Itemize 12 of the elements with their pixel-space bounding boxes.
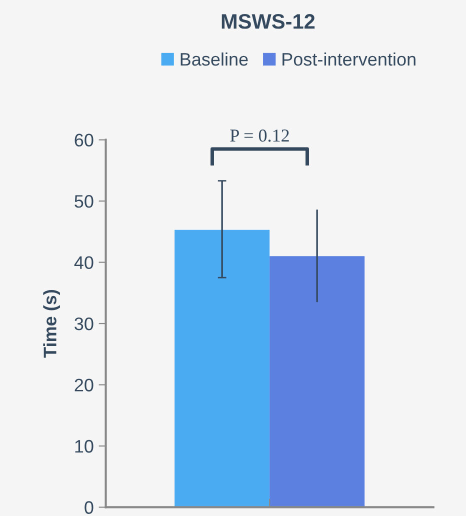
y-tick-label: 40 (74, 256, 94, 270)
y-tick-label: 0 (84, 501, 94, 514)
y-tick-label: 30 (74, 317, 94, 330)
legend-label: Post-intervention (282, 52, 416, 66)
chart-title: MSWS-12 (222, 14, 315, 29)
annotation: P = 0.12 (230, 129, 289, 142)
y-tick-label: 10 (75, 440, 94, 453)
y-tick-label: 60 (74, 134, 94, 147)
legend-label: Baseline (180, 52, 248, 66)
y-tick-label: 50 (74, 195, 94, 208)
y-tick-label: 20 (74, 378, 94, 392)
y-axis-title: Time (s) (43, 290, 60, 358)
